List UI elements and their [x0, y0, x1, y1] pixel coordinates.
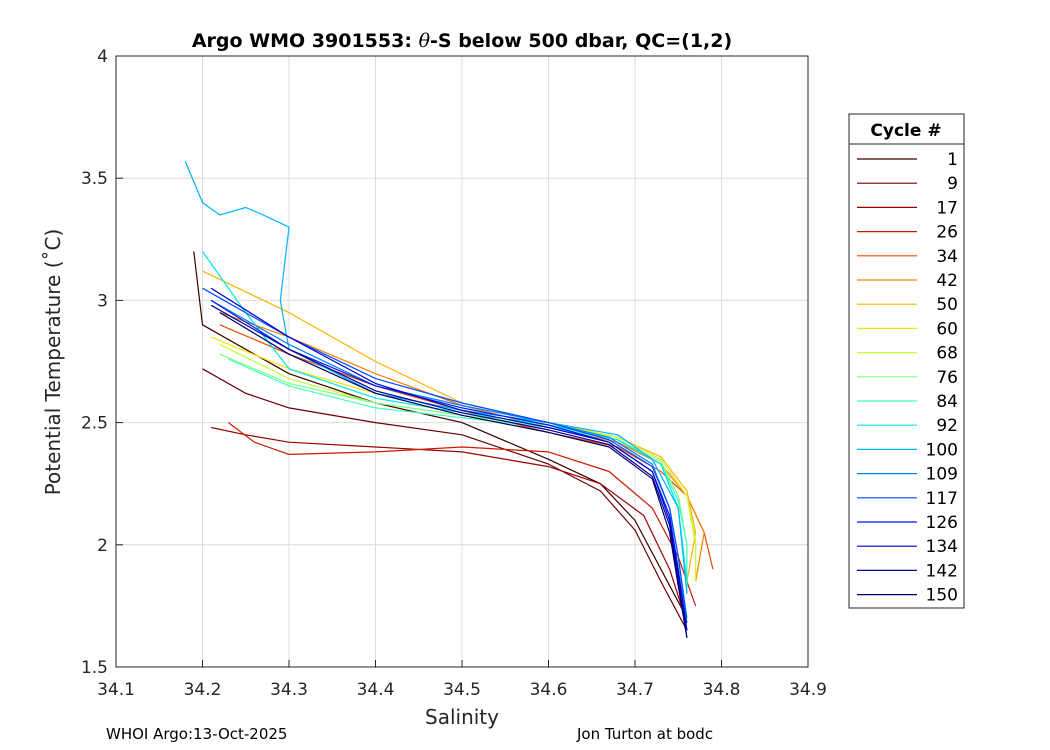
x-tick-label: 34.3	[270, 680, 308, 700]
chart-title-suffix: -S below 500 dbar, QC=(1,2)	[430, 30, 732, 52]
y-tick-label: 1.5	[81, 658, 108, 678]
x-tick-label: 34.6	[530, 680, 568, 700]
legend-label-134: 134	[926, 537, 958, 557]
series-line-cycle-1	[193, 251, 688, 619]
series-line-cycle-26	[228, 422, 697, 607]
x-tick-label: 34.5	[443, 680, 481, 700]
x-axis-ticks: 34.1 34.2 34.3 34.4 34.5 34.6 34.7 34.8 34.9	[97, 660, 827, 700]
series-line-cycle-142	[210, 304, 688, 638]
footer-credit-left: WHOI Argo:13-Oct-2025	[106, 725, 288, 743]
legend-label-100: 100	[926, 440, 958, 460]
series-line-cycle-84	[228, 358, 688, 594]
footer-credit-right: Jon Turton at bodc	[577, 725, 714, 743]
legend-label-42: 42	[936, 271, 958, 291]
data-series	[184, 160, 714, 638]
legend-label-76: 76	[936, 368, 958, 388]
chart-title: Argo WMO 3901553: θ-S below 500 dbar, QC…	[192, 30, 732, 52]
y-tick-label: 2	[97, 536, 108, 556]
legend-label-150: 150	[926, 586, 958, 606]
y-axis-ticks: 1.5 2 2.5 3 3.5 4	[81, 47, 123, 678]
y-axis-label: Potential Temperature (˚C)	[41, 229, 65, 496]
chart-title-theta: θ	[419, 30, 431, 52]
legend-label-109: 109	[926, 465, 958, 485]
x-tick-label: 34.8	[703, 680, 741, 700]
legend-label-84: 84	[936, 392, 958, 412]
x-tick-label: 34.1	[97, 680, 135, 700]
legend-label-92: 92	[936, 416, 958, 436]
legend-entries: 1 9 17 26 34 42 50 60 68 76 84 92 100 109 117 126 134 142…	[857, 150, 958, 606]
series-line-cycle-150	[219, 312, 688, 638]
legend-label-126: 126	[926, 513, 958, 533]
legend-label-17: 17	[936, 198, 958, 218]
chart-title-prefix: Argo WMO 3901553:	[192, 30, 419, 52]
legend-box	[848, 113, 965, 609]
series-line-cycle-134	[210, 287, 688, 631]
y-tick-label: 3	[97, 291, 108, 311]
series-line-cycle-117	[202, 287, 688, 624]
legend: Cycle # 19172634425060687684921001091171…	[848, 113, 965, 609]
y-tick-label: 4	[97, 47, 108, 67]
x-tick-label: 34.2	[184, 680, 222, 700]
legend-label-26: 26	[936, 223, 958, 243]
x-tick-label: 34.9	[789, 680, 827, 700]
y-tick-label: 3.5	[81, 169, 108, 189]
legend-label-117: 117	[926, 489, 958, 509]
x-axis-label: Salinity	[425, 705, 499, 729]
series-line-cycle-17	[210, 426, 688, 624]
legend-label-34: 34	[936, 247, 958, 267]
y-tick-label: 2.5	[81, 414, 108, 434]
legend-label-142: 142	[926, 561, 958, 581]
legend-label-50: 50	[936, 295, 958, 315]
legend-label-68: 68	[936, 344, 958, 364]
legend-label-9: 9	[947, 174, 958, 194]
x-tick-label: 34.7	[616, 680, 654, 700]
legend-label-60: 60	[936, 319, 958, 339]
legend-label-1: 1	[947, 150, 958, 170]
legend-title: Cycle #	[870, 121, 941, 141]
series-line-cycle-126	[210, 299, 688, 631]
x-tick-label: 34.4	[357, 680, 395, 700]
